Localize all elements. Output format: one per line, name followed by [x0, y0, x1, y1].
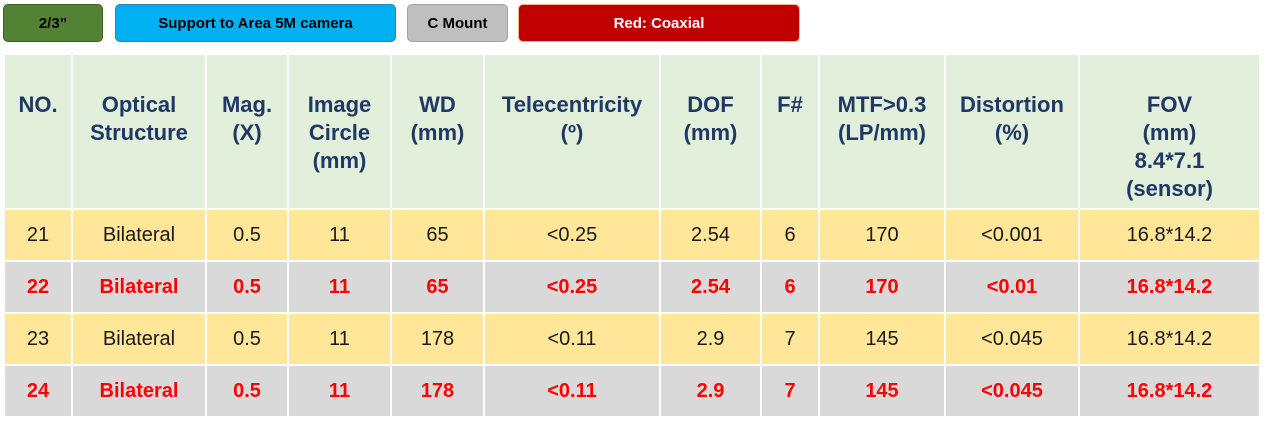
table-row: 21 Bilateral 0.5 11 65 <0.25 2.54 6 170 <0.001 16.…	[3, 208, 1261, 262]
cell-magnification: 0.5	[205, 208, 289, 262]
cell-f-number: 7	[760, 312, 820, 366]
cell-image-circle: 11	[287, 364, 392, 418]
cell-distortion: <0.01	[944, 260, 1080, 314]
cell-distortion: <0.001	[944, 208, 1080, 262]
cell-magnification: 0.5	[205, 312, 289, 366]
col-header-fov: FOV (mm) 8.4*7.1 (sensor)	[1078, 53, 1261, 210]
lens-spec-table: NO. Optical Structure Mag. (X) Image Circle…	[3, 53, 1261, 418]
cell-telecentricity: <0.11	[483, 312, 661, 366]
cell-mtf: 170	[818, 260, 946, 314]
cell-f-number: 6	[760, 208, 820, 262]
cell-image-circle: 11	[287, 260, 392, 314]
cell-mtf: 145	[818, 364, 946, 418]
cell-mtf: 145	[818, 312, 946, 366]
cell-wd: 65	[390, 260, 485, 314]
cell-distortion: <0.045	[944, 364, 1080, 418]
col-header-distortion: Distortion (%)	[944, 53, 1080, 210]
col-header-mtf: MTF>0.3 (LP/mm)	[818, 53, 946, 210]
col-header-magnification: Mag. (X)	[205, 53, 289, 210]
col-header-wd: WD (mm)	[390, 53, 485, 210]
table-row: 22 Bilateral 0.5 11 65 <0.25 2.54 6 170 <0.01 16.8…	[3, 260, 1261, 314]
cell-fov: 16.8*14.2	[1078, 364, 1261, 418]
col-header-telecentricity: Telecentricity (º)	[483, 53, 661, 210]
cell-no: 24	[3, 364, 73, 418]
camera-support-tag: Support to Area 5M camera	[115, 4, 396, 42]
col-header-dof: DOF (mm)	[659, 53, 762, 210]
header-row: NO. Optical Structure Mag. (X) Image Circle…	[3, 53, 1261, 210]
cell-dof: 2.54	[659, 260, 762, 314]
coaxial-legend-tag: Red: Coaxial	[518, 4, 800, 42]
table-row: 24 Bilateral 0.5 11 178 <0.11 2.9 7 145 <0.045 16.…	[3, 364, 1261, 418]
cell-image-circle: 11	[287, 312, 392, 366]
cell-image-circle: 11	[287, 208, 392, 262]
cell-telecentricity: <0.25	[483, 208, 661, 262]
cell-wd: 178	[390, 312, 485, 366]
cell-magnification: 0.5	[205, 260, 289, 314]
cell-dof: 2.9	[659, 312, 762, 366]
sensor-size-tag: 2/3”	[3, 4, 103, 42]
cell-f-number: 7	[760, 364, 820, 418]
col-header-f-number: F#	[760, 53, 820, 210]
cell-magnification: 0.5	[205, 364, 289, 418]
cell-no: 21	[3, 208, 73, 262]
mount-type-tag: C Mount	[407, 4, 508, 42]
cell-no: 23	[3, 312, 73, 366]
col-header-no: NO.	[3, 53, 73, 210]
tag-bar: 2/3” Support to Area 5M camera C Mount R…	[0, 0, 1266, 48]
cell-optical-structure: Bilateral	[71, 208, 207, 262]
cell-telecentricity: <0.25	[483, 260, 661, 314]
col-header-image-circle: Image Circle (mm)	[287, 53, 392, 210]
cell-f-number: 6	[760, 260, 820, 314]
cell-distortion: <0.045	[944, 312, 1080, 366]
cell-wd: 65	[390, 208, 485, 262]
cell-optical-structure: Bilateral	[71, 260, 207, 314]
cell-dof: 2.9	[659, 364, 762, 418]
cell-wd: 178	[390, 364, 485, 418]
col-header-optical-structure: Optical Structure	[71, 53, 207, 210]
cell-fov: 16.8*14.2	[1078, 260, 1261, 314]
table-row: 23 Bilateral 0.5 11 178 <0.11 2.9 7 145 <0.045 16.…	[3, 312, 1261, 366]
cell-mtf: 170	[818, 208, 946, 262]
cell-telecentricity: <0.11	[483, 364, 661, 418]
cell-fov: 16.8*14.2	[1078, 208, 1261, 262]
cell-optical-structure: Bilateral	[71, 364, 207, 418]
cell-fov: 16.8*14.2	[1078, 312, 1261, 366]
cell-dof: 2.54	[659, 208, 762, 262]
cell-no: 22	[3, 260, 73, 314]
cell-optical-structure: Bilateral	[71, 312, 207, 366]
